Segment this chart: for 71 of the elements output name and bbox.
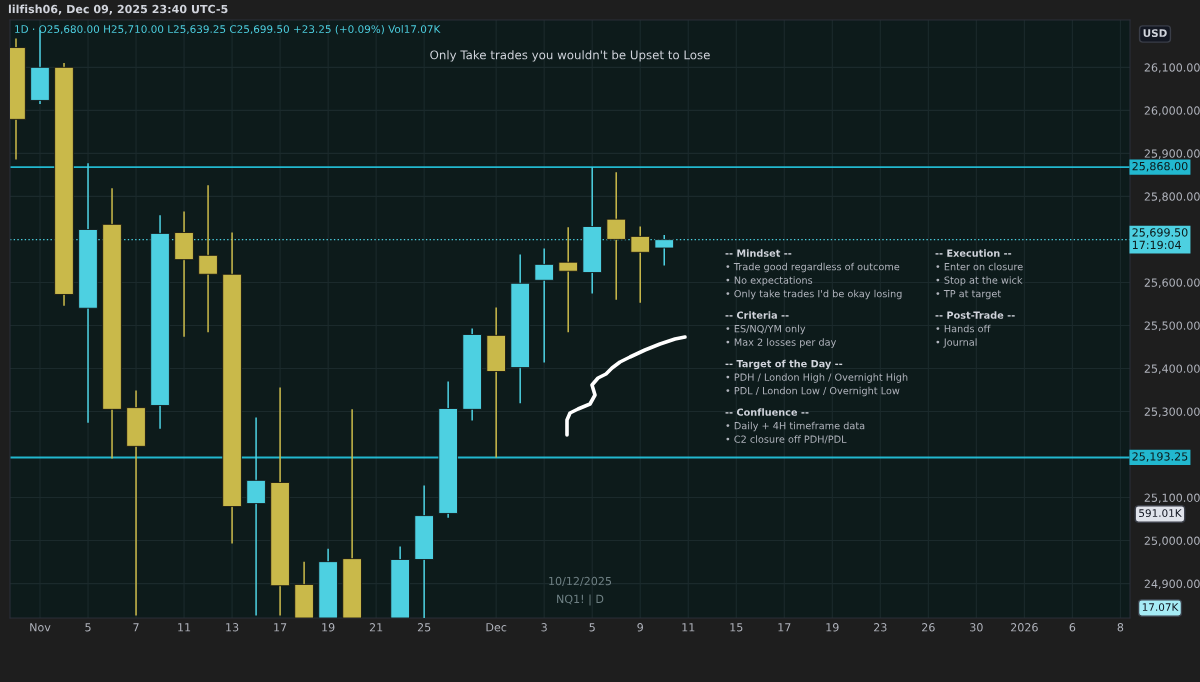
annotation: -- Criteria -- [725,311,789,319]
text: 591.01K [1139,509,1182,518]
candlestick [606,171,626,301]
annotation: • Daily + 4H timeframe data [726,421,865,432]
annotation: • Only take trades I'd be okay losing [726,289,902,300]
x-tick-label: 21 [369,623,383,632]
x-tick-label: 9 [637,623,643,632]
annotation: • TP at target [936,290,1001,300]
x-tick-label: 6 [1069,623,1076,632]
ref-line-label: 25,193.25 [1132,452,1188,462]
annotation: • No expectations [726,276,813,286]
annotation: • Trade good regardless of outcome [726,262,900,273]
text: USD [1143,29,1167,38]
x-tick-label: 7 [133,623,139,632]
ref-line-label: 25,699.50 17:19:04 [1132,228,1188,250]
annotation: • Enter on closure [936,262,1023,271]
annotation: • PDL / London Low / Overnight Low [726,386,900,397]
x-tick-label: 5 [85,623,91,632]
y-tick-label: 25,400.00 [1144,364,1200,374]
x-tick-label: 5 [589,623,595,632]
y-tick-label: 24,900.00 [1144,579,1200,590]
x-tick-label: 13 [226,623,239,632]
y-tick-label: 25,300.00 [1144,407,1200,418]
x-tick-label: 2026 [1011,623,1038,632]
x-tick-label: 11 [682,623,695,632]
text: Only Take trades you wouldn't be Upset to Lose [430,50,710,62]
x-tick-label: 26 [922,623,935,632]
x-tick-label: 11 [178,623,191,632]
annotation: • ES/NQ/YM only [726,324,806,335]
annotation: • Hands off [936,324,991,333]
annotation: 1D · O25,680.00 H25,710.00 L25,639.25 C25,699.50 +23.25 (+0.09%) Vol17.07K [15,24,441,35]
x-tick-label: 30 [970,623,983,632]
x-tick-label: 15 [730,623,743,632]
y-tick-label: 26,000.00 [1144,106,1200,116]
y-tick-label: 25,900.00 [1144,149,1200,159]
y-tick-label: 25,000.00 [1144,536,1200,547]
candlestick [654,234,675,267]
candlestick [558,226,578,334]
annotation: • C2 closure off PDH/PDL [726,435,847,444]
candlestick [630,225,651,304]
x-tick-label: 25 [417,623,431,632]
annotation: • PDH / London High / Overnight High [726,373,908,383]
x-tick-label: 23 [874,623,887,632]
ref-line-label: 25,868.00 [1132,161,1188,172]
x-tick-label: Dec [486,623,507,632]
x-tick-label: 17 [778,623,791,632]
annotation: -- Post-Trade -- [935,311,1015,319]
x-tick-label: 19 [826,623,839,632]
annotation: • Journal [936,338,977,348]
candlestick [198,184,218,334]
annotation: 10/12/2025 [549,576,612,587]
x-tick-label: 3 [541,623,547,632]
y-tick-label: 25,600.00 [1144,278,1200,288]
annotation: -- Target of the Day -- [725,359,843,370]
annotation: • Max 2 losses per day [726,338,837,348]
x-tick-label: 19 [322,623,335,632]
annotation: -- Mindset -- [725,249,792,257]
annotation: -- Confluence -- [725,408,809,416]
candlestick [534,247,554,364]
y-tick-label: 25,500.00 [1144,321,1200,331]
x-tick-label: Nov [30,623,51,632]
text: lilfish06, Dec 09, 2025 23:40 UTC-5 [8,4,228,15]
x-tick-label: 8 [1117,623,1124,632]
text: 17.07K [1142,603,1179,612]
y-tick-label: 25,100.00 [1144,493,1200,504]
y-tick-label: 25,800.00 [1144,192,1200,202]
x-tick-label: 17 [274,623,287,632]
y-tick-label: 26,100.00 [1144,63,1200,73]
annotation: -- Execution -- [935,249,1012,257]
annotation: • Stop at the wick [936,276,1023,286]
annotation: NQ1! | D [557,594,604,606]
